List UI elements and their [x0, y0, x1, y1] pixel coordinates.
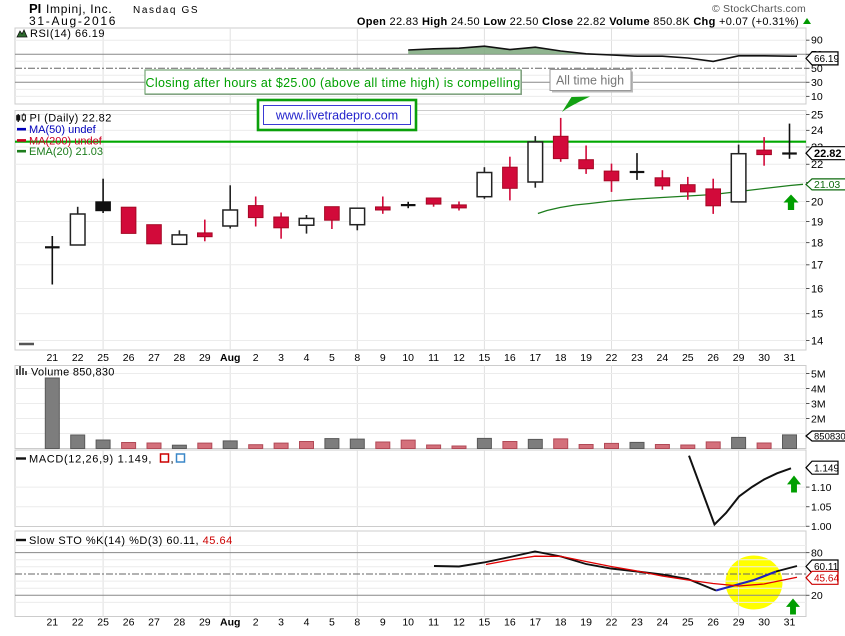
- svg-text:15: 15: [811, 308, 823, 320]
- svg-text:60.11: 60.11: [814, 562, 839, 573]
- svg-text:1.149: 1.149: [814, 463, 839, 474]
- svg-text:3M: 3M: [811, 398, 826, 410]
- svg-text:850830: 850830: [814, 431, 845, 442]
- svg-text:14: 14: [811, 335, 823, 347]
- svg-text:4M: 4M: [811, 383, 826, 395]
- svg-text:Slow STO %K(14) %D(3) 60.11, 4: Slow STO %K(14) %D(3) 60.11, 45.64: [29, 535, 233, 547]
- svg-text:30: 30: [811, 77, 823, 89]
- svg-text:MA(50) undef: MA(50) undef: [29, 124, 97, 136]
- svg-text:22.82: 22.82: [814, 148, 842, 160]
- svg-text:1.10: 1.10: [811, 482, 832, 494]
- svg-text:50: 50: [811, 63, 823, 75]
- svg-text:10: 10: [811, 91, 823, 103]
- svg-text:20: 20: [811, 196, 823, 208]
- svg-text:45.64: 45.64: [814, 573, 839, 584]
- svg-text:RSI(14) 66.19: RSI(14) 66.19: [30, 28, 105, 40]
- svg-text:24: 24: [811, 125, 823, 137]
- svg-text:All time high: All time high: [556, 74, 624, 88]
- svg-text:Closing after hours at $25.00: Closing after hours at $25.00 (above all…: [145, 76, 520, 90]
- svg-text:www.livetradepro.com: www.livetradepro.com: [275, 109, 398, 123]
- svg-text:17: 17: [811, 260, 823, 272]
- svg-text:21.03: 21.03: [814, 179, 840, 191]
- svg-text:18: 18: [811, 237, 823, 249]
- svg-text:22: 22: [811, 159, 823, 171]
- svg-text:2M: 2M: [811, 413, 826, 425]
- svg-text:5M: 5M: [811, 368, 826, 380]
- svg-text:31-Aug-2016: 31-Aug-2016: [29, 14, 117, 28]
- svg-text:16: 16: [811, 283, 823, 295]
- svg-text:25: 25: [811, 109, 823, 121]
- svg-text:80: 80: [811, 547, 823, 559]
- svg-text:Impinj, Inc.: Impinj, Inc.: [46, 2, 112, 16]
- svg-text:Volume 850,830: Volume 850,830: [31, 367, 115, 379]
- svg-text:20: 20: [811, 590, 823, 602]
- svg-text:19: 19: [811, 216, 823, 228]
- svg-text:,: ,: [171, 454, 174, 466]
- svg-text:PI (Daily) 22.82: PI (Daily) 22.82: [30, 113, 112, 125]
- svg-text:Nasdaq GS: Nasdaq GS: [133, 5, 199, 16]
- svg-text:Open 22.83 High 24.50 Low 22.5: Open 22.83 High 24.50 Low 22.50 Close 22…: [357, 16, 799, 28]
- svg-text:EMA(20) 21.03: EMA(20) 21.03: [29, 146, 103, 158]
- svg-text:90: 90: [811, 35, 823, 47]
- svg-text:MACD(12,26,9) 1.149,: MACD(12,26,9) 1.149,: [29, 454, 152, 466]
- svg-text:MA(200) undef: MA(200) undef: [29, 135, 103, 147]
- svg-text:PI: PI: [29, 1, 41, 16]
- svg-text:1.00: 1.00: [811, 521, 832, 533]
- svg-text:© StockCharts.com: © StockCharts.com: [712, 3, 806, 15]
- svg-text:66.19: 66.19: [814, 54, 839, 65]
- svg-text:1.05: 1.05: [811, 502, 832, 514]
